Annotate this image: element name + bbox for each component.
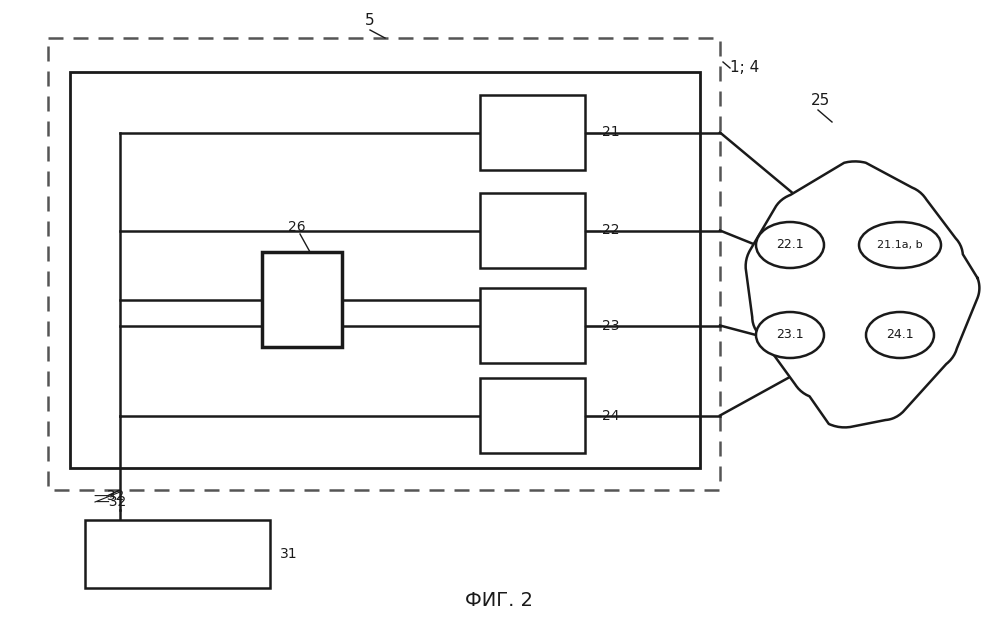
Ellipse shape (756, 312, 824, 358)
Bar (480, 378, 585, 453)
Bar (480, 288, 585, 363)
Bar (70, 72, 700, 468)
Bar (480, 95, 585, 170)
Text: 23: 23 (602, 319, 619, 332)
Text: 5: 5 (366, 13, 375, 28)
Text: —32: —32 (93, 489, 124, 503)
Ellipse shape (866, 312, 934, 358)
Ellipse shape (756, 222, 824, 268)
Text: 22: 22 (602, 223, 619, 237)
Text: 21.1a, b: 21.1a, b (877, 240, 923, 250)
Text: 1; 4: 1; 4 (730, 61, 759, 76)
Bar (85, 520, 270, 588)
Text: 31: 31 (280, 547, 298, 561)
Bar (48, 38, 720, 490)
Bar (262, 252, 342, 347)
Text: 23.1: 23.1 (776, 329, 804, 342)
Ellipse shape (859, 222, 941, 268)
Text: —32: —32 (95, 495, 126, 509)
Text: 26: 26 (288, 220, 306, 234)
Polygon shape (745, 162, 979, 428)
Text: 21: 21 (602, 125, 619, 140)
Text: 24.1: 24.1 (886, 329, 914, 342)
Text: 25: 25 (810, 93, 829, 108)
Bar (480, 193, 585, 268)
Text: 22.1: 22.1 (776, 239, 804, 252)
Text: 24: 24 (602, 409, 619, 423)
Text: ФИГ. 2: ФИГ. 2 (465, 590, 533, 610)
